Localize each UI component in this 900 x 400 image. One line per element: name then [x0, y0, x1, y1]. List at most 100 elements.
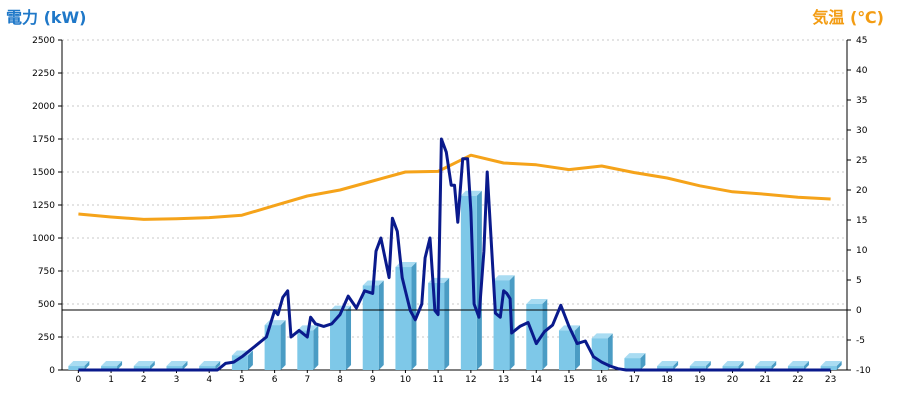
- bar: [199, 366, 216, 370]
- bar: [362, 285, 379, 370]
- bar-side: [149, 361, 155, 370]
- bar-side: [346, 305, 352, 370]
- bar: [68, 366, 85, 370]
- bar-side: [247, 350, 253, 370]
- bar-top: [787, 361, 809, 367]
- bar: [722, 366, 739, 370]
- x-tick-label: 17: [629, 375, 640, 385]
- bar-side: [673, 361, 679, 370]
- bar: [395, 267, 412, 370]
- x-tick-label: 18: [661, 375, 673, 385]
- bar-side: [771, 361, 777, 370]
- right-tick-label: 0: [856, 306, 862, 316]
- bar-side: [84, 361, 90, 370]
- right-tick-label: 30: [856, 126, 868, 136]
- x-tick-label: 8: [337, 375, 343, 385]
- x-tick-label: 19: [694, 375, 706, 385]
- bar-side: [738, 361, 744, 370]
- bar-top: [689, 361, 711, 367]
- bar-side: [640, 353, 646, 370]
- bar-side: [182, 361, 188, 370]
- bar: [820, 366, 837, 370]
- left-tick-label: 2500: [32, 36, 55, 46]
- x-tick-label: 15: [563, 375, 574, 385]
- left-tick-label: 1000: [32, 234, 55, 244]
- x-tick-label: 5: [239, 375, 245, 385]
- right-tick-label: 25: [856, 156, 867, 166]
- bar-side: [803, 361, 809, 370]
- left-tick-label: 250: [38, 333, 55, 343]
- left-tick-label: 750: [38, 267, 55, 277]
- x-tick-label: 20: [727, 375, 739, 385]
- bar-side: [542, 299, 548, 370]
- bar-side: [117, 361, 123, 370]
- bar-top: [624, 353, 646, 359]
- bar: [101, 366, 118, 370]
- bar-side: [705, 361, 711, 370]
- x-tick-label: 2: [141, 375, 147, 385]
- left-axis-title: 電力 (kW): [6, 8, 87, 27]
- right-tick-label: 10: [856, 246, 868, 256]
- bar-top: [460, 190, 482, 196]
- right-tick-label: 20: [856, 186, 868, 196]
- bar-side: [313, 325, 319, 370]
- bar: [330, 310, 347, 370]
- right-tick-label: 5: [856, 276, 862, 286]
- bar-top: [68, 361, 90, 367]
- bar: [787, 366, 804, 370]
- bar: [493, 280, 510, 370]
- x-tick-label: 13: [498, 375, 509, 385]
- right-tick-label: 40: [856, 66, 868, 76]
- bar-top: [493, 275, 515, 281]
- bar: [133, 366, 150, 370]
- x-tick-label: 6: [272, 375, 278, 385]
- left-tick-label: 0: [49, 366, 55, 376]
- bar-top: [591, 333, 613, 339]
- bar-top: [166, 361, 188, 367]
- x-tick-label: 21: [760, 375, 771, 385]
- x-tick-label: 11: [432, 375, 443, 385]
- bar: [264, 325, 281, 370]
- x-tick-label: 23: [825, 375, 836, 385]
- bar-top: [199, 361, 221, 367]
- left-tick-label: 1250: [32, 201, 55, 211]
- left-tick-label: 500: [38, 300, 55, 310]
- bar: [624, 358, 641, 370]
- bar: [428, 282, 445, 370]
- bar-side: [836, 361, 842, 370]
- x-tick-label: 0: [75, 375, 81, 385]
- left-tick-label: 1750: [32, 135, 55, 145]
- x-tick-label: 16: [596, 375, 608, 385]
- left-tick-label: 2000: [32, 102, 55, 112]
- bar: [558, 330, 575, 370]
- bar-top: [755, 361, 777, 367]
- right-tick-label: 45: [856, 36, 867, 46]
- bar-top: [101, 361, 123, 367]
- bar-side: [444, 277, 450, 370]
- bar-side: [280, 320, 286, 370]
- bar-side: [574, 325, 580, 370]
- x-tick-label: 1: [108, 375, 114, 385]
- x-tick-label: 10: [400, 375, 412, 385]
- right-axis-title: 気温 (℃): [812, 8, 884, 27]
- x-tick-label: 12: [465, 375, 476, 385]
- bar: [297, 330, 314, 370]
- bar: [657, 366, 674, 370]
- right-tick-label: 35: [856, 96, 867, 106]
- x-tick-label: 14: [531, 375, 543, 385]
- bar: [689, 366, 706, 370]
- bar-top: [133, 361, 155, 367]
- temperature-line: [78, 153, 831, 221]
- x-tick-label: 7: [304, 375, 310, 385]
- bar-top: [657, 361, 679, 367]
- right-tick-label: -5: [856, 336, 865, 346]
- bar: [755, 366, 772, 370]
- bar-side: [378, 280, 384, 370]
- x-tick-label: 4: [206, 375, 212, 385]
- x-tick-label: 3: [174, 375, 180, 385]
- x-tick-label: 9: [370, 375, 376, 385]
- bar-side: [215, 361, 221, 370]
- bar-top: [330, 305, 352, 311]
- bar: [166, 366, 183, 370]
